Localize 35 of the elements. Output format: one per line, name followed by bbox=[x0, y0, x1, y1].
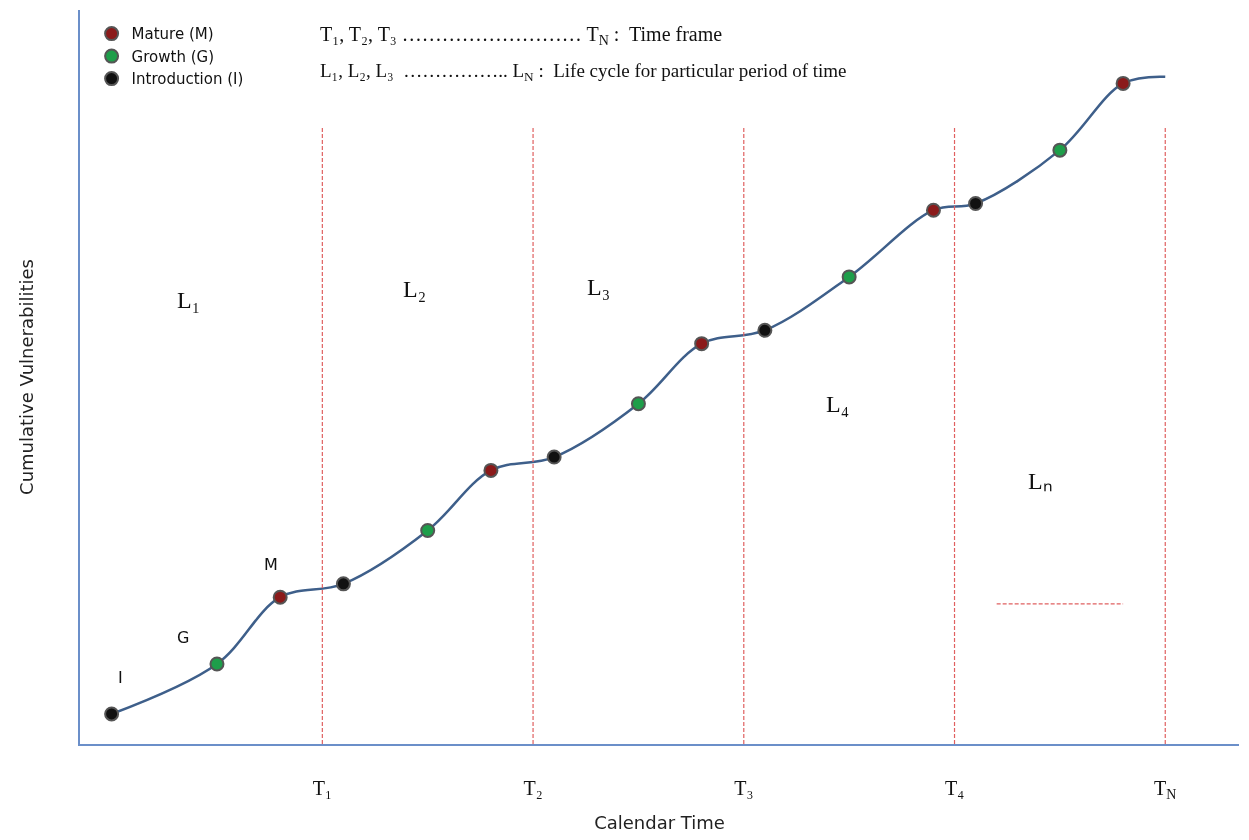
text: T₁, T₂, T₃ ……………………… T$_{N}$ : Time frame bbox=[320, 23, 723, 49]
point bbox=[546, 449, 562, 465]
legend-label: Mature (M) bbox=[131, 25, 214, 44]
point bbox=[968, 196, 984, 211]
annotation: L₃ bbox=[587, 274, 611, 300]
x-tick-label: T$_{N}$ bbox=[1154, 777, 1177, 803]
x-tick-label: T₂ bbox=[523, 777, 543, 799]
point bbox=[209, 656, 225, 672]
point bbox=[1115, 75, 1131, 91]
annotation: L₂ bbox=[403, 276, 427, 302]
annotation: M bbox=[264, 555, 278, 574]
annotation: G bbox=[177, 628, 190, 647]
annotation: L₄ bbox=[826, 391, 850, 417]
annotation: I bbox=[118, 668, 123, 687]
point bbox=[630, 396, 646, 412]
point bbox=[483, 462, 499, 478]
point bbox=[335, 576, 351, 592]
legend-label: Growth (G) bbox=[131, 47, 214, 66]
point bbox=[925, 202, 941, 218]
x-axis-title: Calendar Time bbox=[594, 811, 725, 833]
annotation: L₁ bbox=[177, 287, 201, 313]
legend-label: Introduction (I) bbox=[131, 70, 244, 89]
x-tick-label: T₁ bbox=[312, 777, 332, 799]
annotation: L₁, L₂, L₃ …………….. L$_{N}$ : Life cycle for particular period of time bbox=[320, 60, 847, 84]
point bbox=[1052, 142, 1068, 158]
point bbox=[272, 589, 288, 605]
y-axis-title: Cumulative Vulnerabilities bbox=[15, 259, 37, 495]
point bbox=[420, 522, 436, 538]
x-tick-label: T₃ bbox=[734, 777, 754, 799]
point bbox=[841, 269, 857, 285]
point bbox=[694, 336, 710, 352]
point bbox=[104, 706, 120, 722]
x-tick-label: T₄ bbox=[944, 777, 965, 799]
annotation: Lₙ bbox=[1028, 468, 1053, 494]
point bbox=[757, 322, 773, 338]
